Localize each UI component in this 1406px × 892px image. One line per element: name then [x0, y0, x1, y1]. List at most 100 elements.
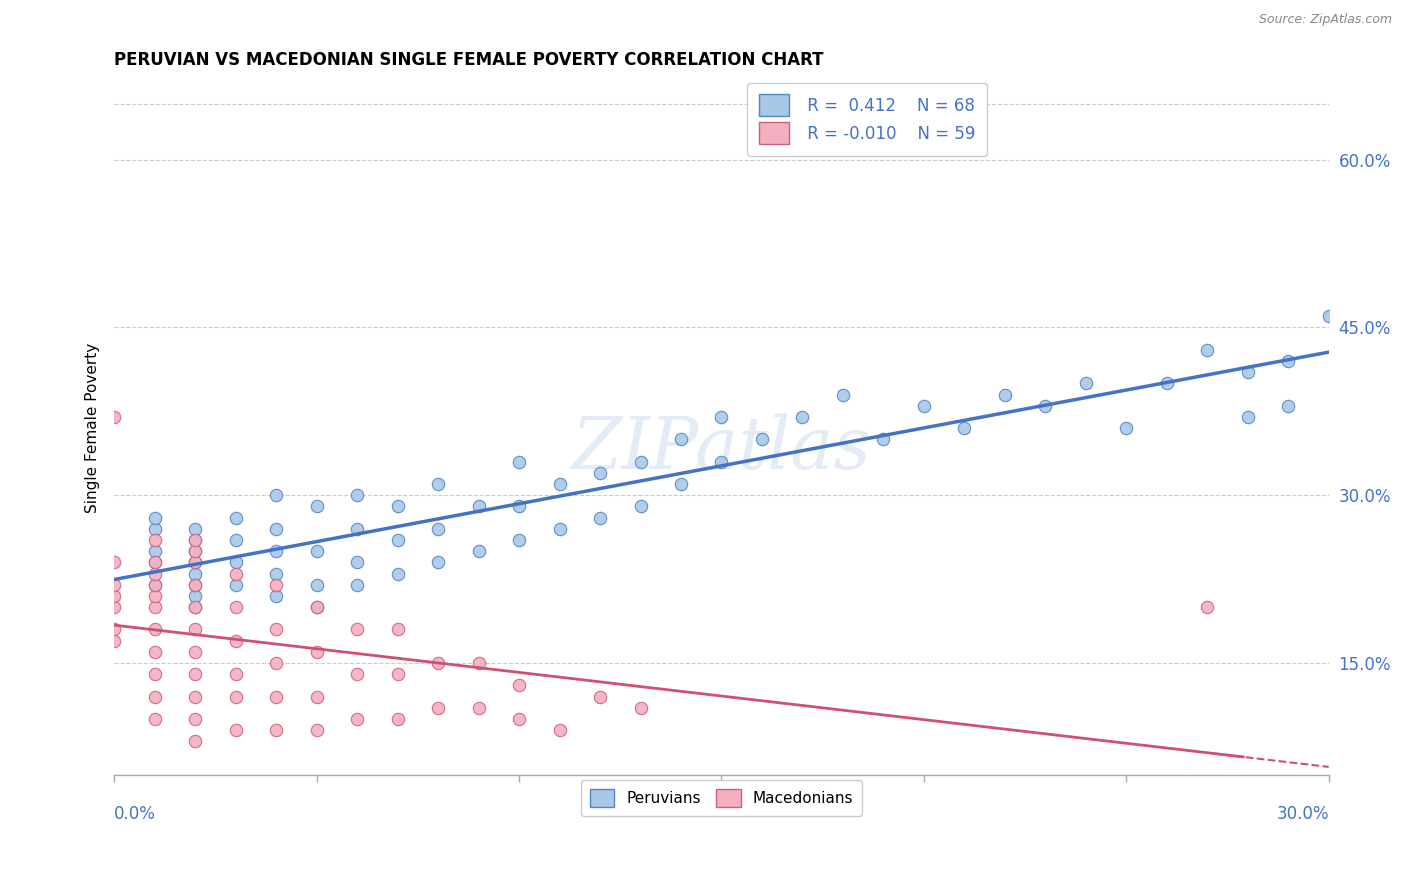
Text: 30.0%: 30.0%	[1277, 805, 1329, 823]
Point	[225, 578, 247, 592]
Point	[184, 555, 207, 569]
Point	[912, 399, 935, 413]
Point	[630, 701, 652, 715]
Point	[427, 555, 450, 569]
Point	[630, 455, 652, 469]
Point	[103, 578, 125, 592]
Point	[508, 712, 530, 726]
Point	[387, 533, 409, 547]
Point	[467, 544, 489, 558]
Point	[305, 544, 328, 558]
Point	[143, 589, 166, 603]
Point	[305, 600, 328, 615]
Point	[184, 623, 207, 637]
Point	[427, 477, 450, 491]
Point	[832, 387, 855, 401]
Point	[305, 600, 328, 615]
Point	[225, 510, 247, 524]
Point	[143, 510, 166, 524]
Point	[184, 544, 207, 558]
Point	[508, 500, 530, 514]
Point	[1197, 600, 1219, 615]
Point	[548, 477, 571, 491]
Point	[143, 578, 166, 592]
Point	[184, 600, 207, 615]
Point	[225, 566, 247, 581]
Point	[143, 578, 166, 592]
Point	[225, 633, 247, 648]
Point	[1277, 354, 1299, 368]
Point	[264, 566, 287, 581]
Point	[1115, 421, 1137, 435]
Point	[184, 600, 207, 615]
Point	[346, 712, 368, 726]
Point	[669, 433, 692, 447]
Point	[264, 656, 287, 670]
Point	[184, 566, 207, 581]
Point	[792, 409, 814, 424]
Point	[143, 522, 166, 536]
Point	[710, 455, 733, 469]
Point	[1317, 310, 1340, 324]
Point	[630, 500, 652, 514]
Point	[305, 578, 328, 592]
Point	[953, 421, 976, 435]
Point	[143, 544, 166, 558]
Text: PERUVIAN VS MACEDONIAN SINGLE FEMALE POVERTY CORRELATION CHART: PERUVIAN VS MACEDONIAN SINGLE FEMALE POV…	[114, 51, 824, 69]
Point	[184, 544, 207, 558]
Point	[264, 488, 287, 502]
Text: Source: ZipAtlas.com: Source: ZipAtlas.com	[1258, 13, 1392, 27]
Point	[103, 589, 125, 603]
Point	[346, 522, 368, 536]
Point	[264, 690, 287, 704]
Point	[346, 623, 368, 637]
Point	[427, 656, 450, 670]
Point	[1236, 365, 1258, 379]
Point	[103, 623, 125, 637]
Point	[467, 701, 489, 715]
Point	[103, 555, 125, 569]
Point	[143, 555, 166, 569]
Point	[103, 633, 125, 648]
Point	[225, 555, 247, 569]
Point	[184, 522, 207, 536]
Text: ZIPatlas: ZIPatlas	[572, 414, 872, 484]
Point	[1277, 399, 1299, 413]
Point	[184, 712, 207, 726]
Point	[184, 589, 207, 603]
Point	[143, 623, 166, 637]
Text: 0.0%: 0.0%	[114, 805, 156, 823]
Y-axis label: Single Female Poverty: Single Female Poverty	[86, 343, 100, 513]
Point	[184, 667, 207, 681]
Point	[143, 533, 166, 547]
Point	[346, 555, 368, 569]
Point	[589, 510, 612, 524]
Point	[143, 566, 166, 581]
Point	[387, 712, 409, 726]
Point	[508, 533, 530, 547]
Point	[305, 500, 328, 514]
Point	[184, 555, 207, 569]
Point	[305, 690, 328, 704]
Point	[346, 488, 368, 502]
Point	[589, 466, 612, 480]
Point	[184, 690, 207, 704]
Point	[225, 533, 247, 547]
Point	[427, 522, 450, 536]
Point	[184, 578, 207, 592]
Point	[184, 533, 207, 547]
Point	[548, 723, 571, 738]
Point	[143, 667, 166, 681]
Point	[387, 566, 409, 581]
Point	[1074, 376, 1097, 391]
Point	[387, 623, 409, 637]
Point	[184, 734, 207, 748]
Point	[225, 723, 247, 738]
Point	[508, 455, 530, 469]
Point	[346, 667, 368, 681]
Point	[264, 578, 287, 592]
Point	[751, 433, 773, 447]
Point	[184, 533, 207, 547]
Point	[710, 409, 733, 424]
Point	[264, 723, 287, 738]
